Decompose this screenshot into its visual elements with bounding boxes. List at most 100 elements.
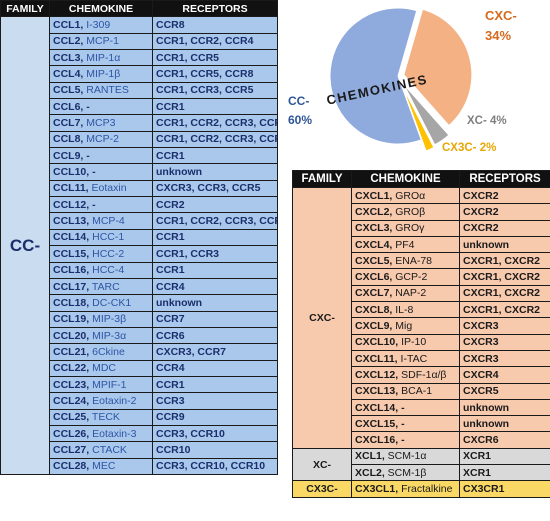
chemokine-alias: SDF-1α/β (398, 368, 447, 381)
chemokine-cell: CCL1, I-309 (49, 16, 153, 34)
chemokine-name: CXCL11, (355, 352, 398, 365)
chemokine-alias: Eotaxin-3 (89, 427, 137, 440)
chemokine-cell: CXCL15, - (351, 415, 460, 433)
chemokine-cell: CXCL1, GROα (351, 186, 460, 205)
table-row: CXCL16, - CXCR6 (293, 431, 550, 449)
table-row: CXCL5, ENA-78 CXCR1, CXCR2 (293, 252, 550, 270)
chemokine-cell: CXCL4, PF4 (351, 235, 460, 254)
receptors-cell: CXCR3 (459, 317, 550, 335)
header-chemokine: CHEMOKINE (351, 170, 460, 188)
receptors-cell: CXCR1, CXCR2 (459, 252, 550, 270)
chemokine-cell: CCL24, Eotaxin-2 (49, 392, 153, 410)
chemokine-cell: CXCL2, GROβ (351, 203, 460, 221)
chemokine-name: CXCL3, (355, 222, 393, 235)
chemokine-alias: I-309 (83, 19, 111, 32)
receptors-cell: XCR1 (459, 464, 550, 482)
chemokine-name: CXCL2, (355, 205, 393, 218)
chemokine-cell: CCL20, MIP-3α (49, 326, 153, 345)
table-row: CXCL10, IP-10 CXCR3 (293, 333, 550, 351)
chemokine-cell: CCL3, MIP-1α (49, 49, 153, 67)
header-receptors: RECEPTORS (152, 0, 278, 18)
table-row: CCL27, CTACK CCR10 (1, 441, 278, 459)
receptors-cell: unknown (459, 235, 550, 254)
chemokine-alias: MIP-1β (83, 68, 121, 81)
chemokine-alias: MDC (89, 362, 117, 375)
table-row: CCL24, Eotaxin-2 CCR3 (1, 392, 278, 410)
chemokine-name: CXCL10, (355, 336, 399, 349)
pie-label-xc: XC- 4% (467, 115, 507, 127)
chemokine-cell: CXCL9, Mig (351, 317, 460, 335)
chemokine-alias: TARC (89, 280, 120, 293)
chemokine-name: CCL1, (53, 19, 84, 32)
chemokine-alias: PF4 (392, 238, 415, 251)
chemokine-cell: CCL7, MCP3 (49, 114, 153, 132)
chemokine-cell: XCL2, SCM-1β (351, 464, 460, 482)
header-receptors: RECEPTORS (459, 170, 550, 188)
chemokine-alias: MCP-1 (83, 35, 119, 48)
chemokine-alias: GROβ (392, 205, 426, 218)
table-row: CCL5, RANTES CCR1, CCR3, CCR5 (1, 81, 278, 100)
pie-slice-cxc (403, 8, 473, 127)
chemokine-cell: CCL27, CTACK (49, 441, 153, 459)
chemokine-cell: CCL21, 6Ckine (49, 343, 153, 361)
receptors-cell: CCR9 (152, 408, 278, 426)
chemokine-name: XCL2, (355, 466, 385, 479)
receptors-cell: CCR1, CCR5 (152, 49, 278, 67)
chemokine-cell: CXCL5, ENA-78 (351, 252, 460, 270)
receptors-cell: CCR7 (152, 310, 278, 328)
chemokine-cell: CXCL3, GROγ (351, 219, 460, 237)
chemokine-cell: CCL11, Eotaxin (49, 179, 153, 198)
chemokine-cell: CXCL11, I-TAC (351, 349, 460, 368)
table-row: CCL18, DC-CK1 unknown (1, 294, 278, 312)
chemokine-name: CCL5, (53, 84, 84, 97)
chemokine-alias: HCC-2 (89, 247, 125, 260)
table-row: CCL22, MDC CCR4 (1, 359, 278, 377)
family-label: XC- (292, 447, 352, 482)
cxc-xc-cx3c-chemokine-table: FAMILY CHEMOKINE RECEPTORS CXC- CXCL1, GR… (292, 170, 550, 498)
chemokine-alias: Eotaxin (88, 182, 127, 195)
chemokine-name: CCL16, (53, 264, 90, 277)
chemokine-name: CCL7, (53, 117, 84, 130)
chemokine-cell: CXCL10, IP-10 (351, 333, 460, 351)
receptors-cell: XCR1 (459, 447, 550, 466)
chemokine-cell: CXCL14, - (351, 398, 460, 417)
chemokine-name: CX3CL1, (355, 482, 399, 495)
table-header-row: FAMILY CHEMOKINE RECEPTORS (0, 0, 278, 18)
chemokine-name: CXCL9, (355, 320, 393, 333)
receptors-cell: CX3CR1 (459, 480, 550, 498)
chemokine-cell: CCL23, MPIF-1 (49, 375, 153, 394)
chemokine-alias: Mig (392, 320, 413, 333)
table-row: CXCL14, - unknown (293, 398, 550, 417)
receptors-cell: CCR1, CCR2, CCR4 (152, 32, 278, 51)
table-row: CCL3, MIP-1α CCR1, CCR5 (1, 49, 278, 67)
chemokine-alias: BCA-1 (398, 385, 433, 398)
chemokine-alias: Fractalkine (398, 482, 453, 495)
chemokine-alias: I-TAC (397, 352, 428, 365)
chemokine-alias: MCP3 (83, 117, 116, 130)
receptors-cell: CCR3, CCR10 (152, 424, 278, 443)
chemokine-name: CXCL8, (355, 303, 393, 316)
chemokine-cell: CCL13, MCP-4 (49, 212, 153, 230)
table-row: CCL2, MCP-1 CCR1, CCR2, CCR4 (1, 32, 278, 51)
receptors-cell: CCR1, CCR2, CCR3, CCR5 (152, 114, 278, 132)
table-row: CCL17, TARC CCR4 (1, 277, 278, 296)
table-row: CCL16, HCC-4 CCR1 (1, 261, 278, 279)
table-row: CCL21, 6Ckine CXCR3, CCR7 (1, 343, 278, 361)
receptors-cell: CCR8 (152, 16, 278, 34)
chemokine-name: CCL23, (53, 378, 90, 391)
chemokine-name: CXCL7, (355, 287, 393, 300)
chemokine-cell: CCL26, Eotaxin-3 (49, 424, 153, 443)
chemokine-name: CCL8, (53, 133, 84, 146)
table-row: CCL28, MEC CCR3, CCR10, CCR10 (1, 457, 278, 475)
chemokine-name: CCL18, (53, 296, 90, 309)
receptors-cell: CXCR3, CCR7 (152, 343, 278, 361)
chemokine-name: CCL22, (53, 362, 90, 375)
receptors-cell: CCR3, CCR10, CCR10 (152, 457, 278, 475)
chemokine-alias: SCM-1α (384, 450, 427, 463)
table-row: CCL7, MCP3 CCR1, CCR2, CCR3, CCR5 (1, 114, 278, 132)
chemokine-alias: HCC-1 (89, 231, 125, 244)
table-row: XCL2, SCM-1β XCR1 (293, 464, 550, 482)
table-row: CXCL8, IL-8 CXCR1, CXCR2 (293, 301, 550, 319)
chemokine-alias: SCM-1β (384, 466, 427, 479)
chemokine-name: CCL19, (53, 313, 90, 326)
